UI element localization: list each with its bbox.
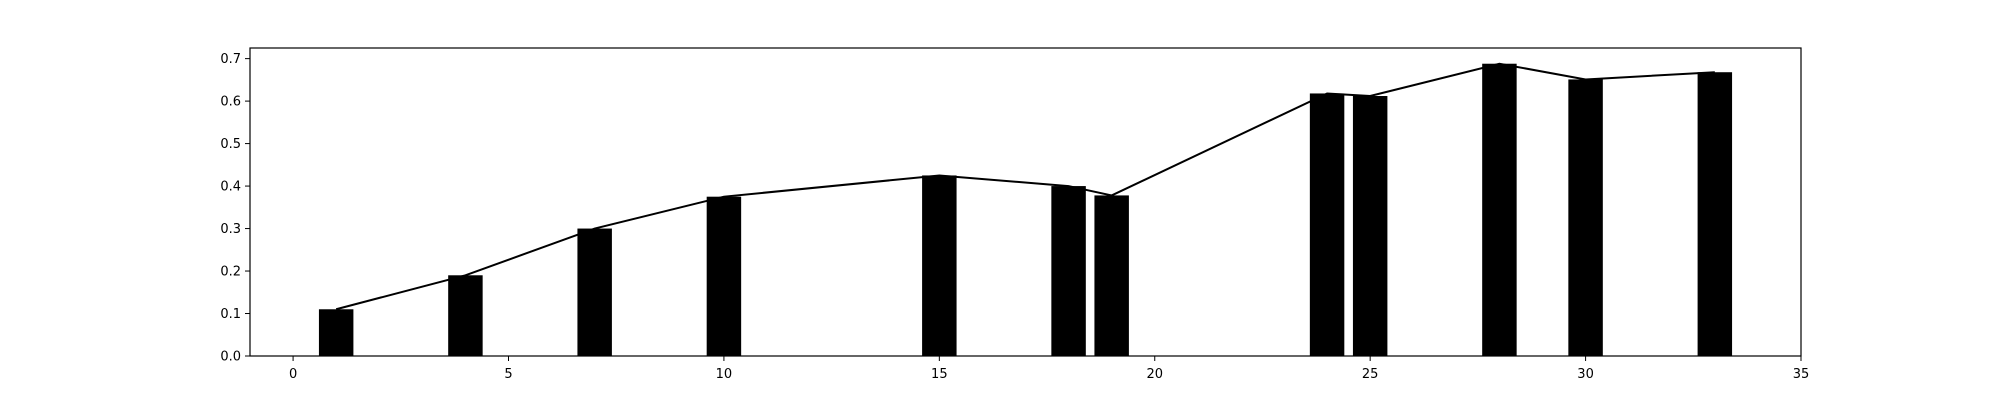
x-tick-label: 30 <box>1577 367 1594 382</box>
y-tick-label: 0.6 <box>220 95 241 110</box>
bar <box>706 196 742 356</box>
bar <box>1051 186 1086 356</box>
bar <box>922 175 957 356</box>
x-tick-label: 25 <box>1362 367 1379 382</box>
x-tick-label: 0 <box>289 367 297 382</box>
bar <box>1352 96 1388 356</box>
y-axis: 0.0 0.1 0.2 0.3 0.4 0.5 0.6 0.7 <box>220 52 250 365</box>
bar <box>1094 195 1129 356</box>
x-axis: 0 5 10 15 20 25 30 35 <box>289 356 1809 382</box>
bar <box>1697 72 1733 356</box>
bar <box>318 309 354 356</box>
bar <box>1568 79 1603 356</box>
x-tick-label: 20 <box>1146 367 1163 382</box>
bar <box>1482 63 1517 356</box>
y-tick-label: 0.3 <box>220 222 241 237</box>
y-tick-label: 0.5 <box>220 137 241 152</box>
series-line <box>335 62 1715 311</box>
x-tick-label: 5 <box>504 367 512 382</box>
y-tick-label: 0.2 <box>220 265 241 280</box>
y-tick-label: 0.0 <box>220 350 241 365</box>
y-tick-label: 0.4 <box>220 180 241 195</box>
y-tick-label: 0.1 <box>220 307 241 322</box>
bar <box>577 228 612 356</box>
line-layer <box>335 62 1715 311</box>
plot-frame <box>249 47 1802 357</box>
bar <box>1309 93 1345 357</box>
x-tick-label: 35 <box>1793 367 1810 382</box>
x-tick-label: 15 <box>931 367 948 382</box>
bars-layer <box>318 63 1733 357</box>
bar <box>448 275 483 356</box>
x-tick-label: 10 <box>716 367 733 382</box>
y-tick-label: 0.7 <box>220 52 241 67</box>
